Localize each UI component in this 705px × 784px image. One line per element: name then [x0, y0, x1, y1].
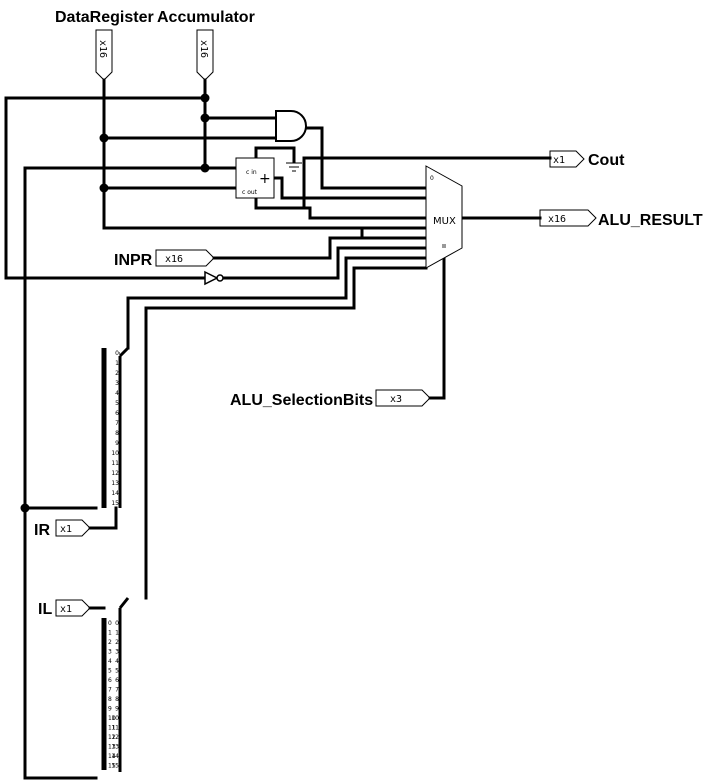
- splitter-row-label: 14: [111, 753, 119, 760]
- alu-result-width: x16: [548, 214, 566, 225]
- splitter-row-label: 13: [111, 480, 119, 487]
- splitter-row-label-left: 10: [108, 715, 116, 722]
- splitter-row-label: 2: [115, 639, 119, 646]
- splitter-row-label: 7: [115, 686, 119, 693]
- splitter-row-label-left: 8: [108, 696, 112, 703]
- inpr-pin[interactable]: INPR x16: [114, 249, 215, 269]
- adder: c in c out +: [235, 157, 275, 199]
- splitter-row-label: 14: [111, 490, 119, 497]
- accumulator-pin[interactable]: Accumulator x16: [157, 9, 255, 81]
- splitter-row-label: 10: [111, 715, 119, 722]
- splitter-row-label-left: 14: [108, 753, 116, 760]
- wire-network: [4, 78, 552, 780]
- splitter-row-label: 9: [115, 440, 119, 447]
- splitter-row-label: 12: [111, 470, 119, 477]
- splitter-row-label: 4: [115, 658, 119, 665]
- splitter-row-label-left: 5: [108, 667, 112, 674]
- adder-cin-label: c in: [246, 169, 257, 176]
- il-pin[interactable]: IL x1: [38, 599, 91, 618]
- splitter-row-label-left: 0: [108, 620, 112, 627]
- splitter-row-label: 8: [115, 430, 119, 437]
- alu-result-pin[interactable]: x16 ALU_RESULT: [539, 209, 703, 229]
- splitter-row-label: 15: [111, 500, 119, 507]
- adder-plus-sign: +: [259, 171, 271, 187]
- splitter-row-label-left: 4: [108, 658, 112, 665]
- multiplexer: MUX 0: [425, 165, 463, 269]
- splitter-row-label-left: 1: [108, 629, 112, 636]
- splitter-row-label: 13: [111, 743, 119, 750]
- not-gate: [204, 270, 224, 286]
- splitter-row-label: 0: [115, 620, 119, 627]
- alu-selection-bits-pin[interactable]: ALU_SelectionBits x3: [230, 389, 431, 409]
- splitter-row-label: 1: [115, 629, 119, 636]
- alu-result-label: ALU_RESULT: [598, 212, 703, 229]
- splitter-row-label: 6: [115, 410, 119, 417]
- inpr-label: INPR: [114, 252, 153, 269]
- ir-pin[interactable]: IR x1: [34, 519, 91, 539]
- splitter-row-label-left: 15: [108, 762, 116, 769]
- splitter-row-label: 0: [115, 350, 119, 357]
- ground-icon: [286, 162, 302, 172]
- splitter-row-label-left: 2: [108, 639, 112, 646]
- inpr-width: x16: [165, 254, 183, 265]
- splitter-row-label-left: 7: [108, 686, 112, 693]
- splitter-row-label-left: 3: [108, 648, 112, 655]
- splitter-row-label: 10: [111, 450, 119, 457]
- splitter-row-label: 5: [115, 667, 119, 674]
- splitter-row-label-left: 12: [108, 734, 116, 741]
- cout-label: Cout: [588, 152, 625, 169]
- wire-junctions: [20, 93, 210, 513]
- splitter-row-label-left: 9: [108, 705, 112, 712]
- accumulator-width: x16: [198, 40, 209, 58]
- mux-top-pin-label: 0: [430, 175, 434, 182]
- data-register-label: DataRegister: [55, 9, 154, 26]
- splitter-row-label: 15: [111, 762, 119, 769]
- splitter-row-label: 12: [111, 734, 119, 741]
- data-register-pin[interactable]: DataRegister x16: [55, 9, 154, 81]
- data-register-width: x16: [97, 40, 108, 58]
- alu-selection-bits-label: ALU_SelectionBits: [230, 392, 373, 409]
- accumulator-label: Accumulator: [157, 9, 255, 26]
- splitter-row-label: 6: [115, 677, 119, 684]
- il-splitter: 0011223344556677889910101111121213131414…: [101, 597, 130, 772]
- il-width: x1: [60, 604, 72, 615]
- cout-width: x1: [553, 155, 565, 166]
- splitter-row-label: 3: [115, 648, 119, 655]
- splitter-row-label-left: 13: [108, 743, 116, 750]
- il-label: IL: [38, 601, 52, 618]
- cout-pin[interactable]: x1 Cout: [549, 150, 625, 169]
- splitter-row-label: 11: [111, 460, 119, 467]
- splitter-row-label: 9: [115, 705, 119, 712]
- splitter-row-label: 8: [115, 696, 119, 703]
- splitter-row-label-left: 6: [108, 677, 112, 684]
- splitter-row-label-left: 11: [108, 724, 116, 731]
- splitter-row-label: 3: [115, 380, 119, 387]
- splitter-row-label: 4: [115, 390, 119, 397]
- splitter-row-label: 7: [115, 420, 119, 427]
- splitter-row-label: 11: [111, 724, 119, 731]
- ir-label: IR: [34, 522, 50, 539]
- ir-width: x1: [60, 524, 72, 535]
- and-gate: [275, 110, 307, 142]
- splitter-row-label: 1: [115, 360, 119, 367]
- mux-label: MUX: [433, 216, 456, 227]
- adder-cout-label: c out: [242, 189, 258, 196]
- alu-selection-bits-width: x3: [390, 394, 402, 405]
- splitter-row-label: 5: [115, 400, 119, 407]
- splitter-row-label: 2: [115, 370, 119, 377]
